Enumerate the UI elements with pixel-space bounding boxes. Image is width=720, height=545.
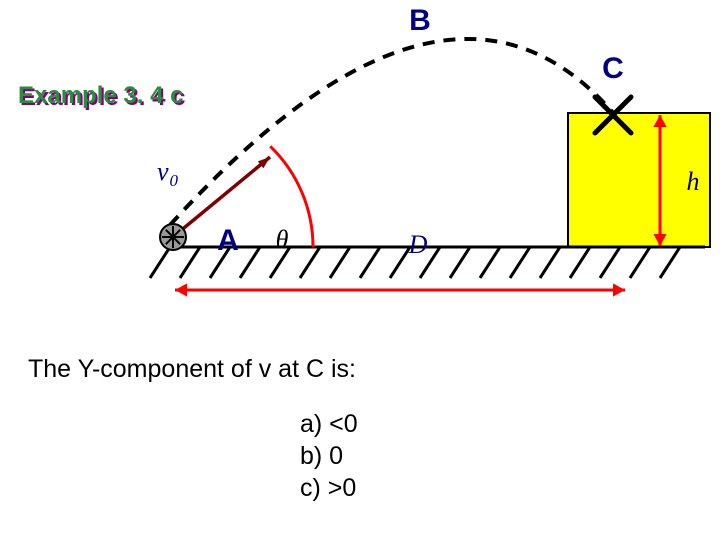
question-text: The Y-component of v at C is:	[28, 355, 356, 383]
projectile-ball	[160, 224, 186, 250]
label-v0: v0	[157, 157, 179, 190]
label-B: B	[409, 4, 431, 37]
diagram-canvas: Example 3. 4 cExample 3. 4 cABCDhθv0The …	[0, 0, 720, 540]
trajectory-curve	[170, 39, 615, 225]
title-text: Example 3. 4 c	[18, 82, 183, 109]
label-D: D	[408, 230, 428, 259]
choice-b: b) 0	[300, 442, 343, 470]
choice-c: c) >0	[300, 474, 356, 502]
label-C: C	[602, 52, 624, 85]
label-A: A	[217, 224, 239, 257]
label-theta: θ	[276, 225, 289, 254]
label-h: h	[687, 167, 700, 196]
diagram-root: Example 3. 4 cExample 3. 4 cABCDhθv0The …	[18, 4, 710, 502]
distance-D-arrow	[175, 283, 625, 296]
choice-a: a) <0	[300, 410, 358, 438]
